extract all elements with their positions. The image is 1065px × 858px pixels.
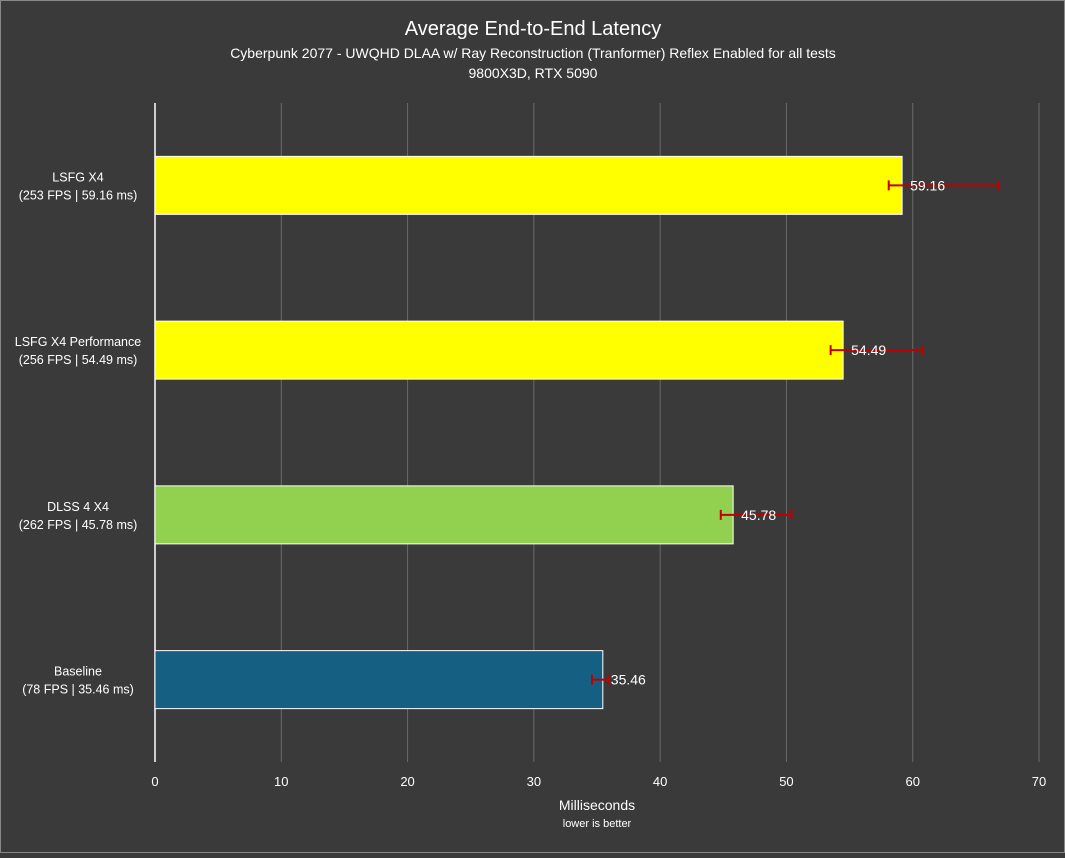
category-labels: LSFG X4 (253 FPS | 59.16 ms) LSFG X4 Perfo…	[15, 170, 141, 696]
x-tick-label: 0	[151, 774, 158, 789]
x-tick-label: 60	[905, 774, 919, 789]
data-label: 59.16	[910, 177, 945, 193]
x-tick-label: 70	[1032, 774, 1046, 789]
category-sublabel: (256 FPS | 54.49 ms)	[19, 353, 138, 367]
bar	[154, 155, 903, 215]
chart-subtitle-line1: Cyberpunk 2077 - UWQHD DLAA w/ Ray Recon…	[230, 45, 836, 61]
x-tick-label: 20	[400, 774, 414, 789]
chart-title: Average End-to-End Latency	[405, 18, 661, 40]
bar	[154, 320, 844, 380]
category-sublabel: (262 FPS | 45.78 ms)	[19, 518, 138, 532]
chart-subtitle-line2: 9800X3D, RTX 5090	[469, 65, 598, 81]
x-tick-label: 10	[274, 774, 288, 789]
x-tick-label: 40	[653, 774, 667, 789]
bar	[154, 650, 604, 710]
x-tick-label: 30	[527, 774, 541, 789]
category-label: DLSS 4 X4	[47, 500, 109, 514]
category-sublabel: (253 FPS | 59.16 ms)	[19, 188, 138, 202]
data-label: 45.78	[741, 507, 776, 523]
category-label: LSFG X4 Performance	[15, 335, 141, 349]
x-tick-labels: 0 10 20 30 40 50 60 70	[151, 774, 1046, 789]
bars: 59.16 54.49 45.78 35.46	[154, 155, 1000, 710]
x-tick-label: 50	[779, 774, 793, 789]
data-label: 35.46	[611, 672, 646, 688]
bar	[154, 485, 734, 545]
category-label: LSFG X4	[52, 170, 103, 184]
x-axis-label: Milliseconds	[559, 797, 635, 813]
x-axis-note: lower is better	[563, 818, 632, 830]
category-label: Baseline	[54, 665, 102, 679]
category-sublabel: (78 FPS | 35.46 ms)	[22, 683, 134, 697]
data-label: 54.49	[851, 342, 886, 358]
